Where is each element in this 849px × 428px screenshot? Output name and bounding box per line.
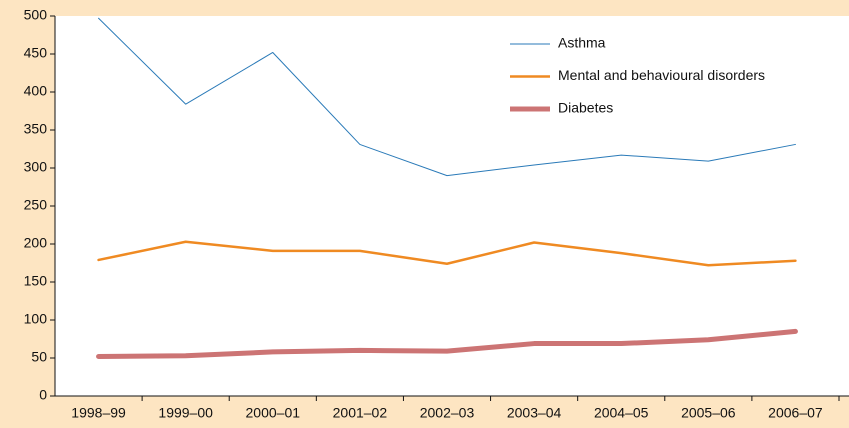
plot-area [55, 16, 849, 396]
series-line [97, 240, 797, 267]
y-tick-label: 0 [39, 387, 47, 403]
legend-label: Diabetes [558, 100, 613, 116]
y-tick-label: 300 [24, 159, 48, 175]
y-tick-label: 150 [24, 273, 48, 289]
y-tick-label: 50 [31, 349, 47, 365]
y-tick-label: 100 [24, 311, 48, 327]
x-tick-label: 2000–01 [246, 405, 301, 421]
x-tick-label: 2001–02 [333, 405, 388, 421]
legend-label: Asthma [558, 35, 606, 51]
series-line [98, 17, 796, 177]
x-tick-label: 1999–00 [158, 405, 213, 421]
x-tick-label: 2002–03 [420, 405, 475, 421]
y-tick-label: 250 [24, 197, 48, 213]
y-tick-label: 200 [24, 235, 48, 251]
series-line [96, 328, 798, 359]
x-tick-label: 1998–99 [71, 405, 126, 421]
y-tick-label: 350 [24, 121, 48, 137]
x-tick-label: 2006–07 [768, 405, 823, 421]
y-tick-label: 450 [24, 45, 48, 61]
x-tick-label: 2004–05 [594, 405, 649, 421]
y-tick-label: 400 [24, 83, 48, 99]
x-tick-label: 2003–04 [507, 405, 562, 421]
x-tick-label: 2005–06 [681, 405, 736, 421]
legend-label: Mental and behavioural disorders [558, 67, 765, 83]
y-tick-label: 500 [24, 7, 48, 23]
